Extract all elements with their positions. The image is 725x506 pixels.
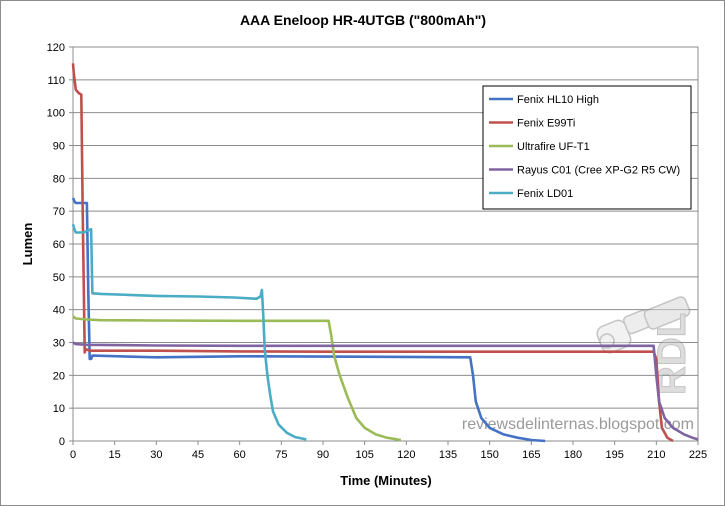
x-axis-title: Time (Minutes) bbox=[340, 473, 432, 488]
x-tick-label: 135 bbox=[439, 449, 457, 461]
y-tick-label: 80 bbox=[53, 173, 65, 185]
series-line-1 bbox=[71, 197, 546, 443]
legend-label: Fenix LD01 bbox=[517, 188, 573, 200]
legend-box bbox=[482, 85, 692, 210]
x-tick-label: 180 bbox=[564, 449, 582, 461]
x-tick-label: 210 bbox=[647, 449, 665, 461]
x-tick-label: 45 bbox=[192, 449, 204, 461]
legend-label: Fenix E99Ti bbox=[517, 118, 575, 130]
y-tick-label: 70 bbox=[53, 206, 65, 218]
y-tick-label: 20 bbox=[53, 370, 65, 382]
x-tick-label: 195 bbox=[605, 449, 623, 461]
x-tick-label: 225 bbox=[689, 449, 707, 461]
legend: Fenix HL10 High Fenix E99Ti Ultrafire UF-T… bbox=[482, 85, 692, 210]
y-axis-title: Lumen bbox=[20, 223, 35, 266]
series-line-3 bbox=[72, 315, 402, 442]
legend-label: Ultrafire UF-T1 bbox=[517, 141, 590, 153]
y-tick-label: 40 bbox=[53, 305, 65, 317]
x-tick-label: 75 bbox=[275, 449, 287, 461]
y-tick-label: 120 bbox=[47, 42, 65, 54]
y-tick-label: 90 bbox=[53, 141, 65, 153]
y-tick-label: 60 bbox=[53, 239, 65, 251]
legend-items: Fenix HL10 High Fenix E99Ti Ultrafire UF-T… bbox=[489, 94, 680, 200]
y-tick-label: 10 bbox=[53, 403, 65, 415]
x-tick-label: 150 bbox=[480, 449, 498, 461]
x-tick-label: 90 bbox=[317, 449, 329, 461]
y-tick-label: 0 bbox=[59, 436, 65, 448]
x-axis: 0 15 30 45 60 75 90 105 120 135 150 165 180 195 210 225 bbox=[70, 441, 707, 461]
x-tick-label: 165 bbox=[522, 449, 540, 461]
y-tick-label: 30 bbox=[53, 338, 65, 350]
y-tick-label: 110 bbox=[47, 75, 65, 87]
chart-title: AAA Eneloop HR-4UTGB ("800mAh") bbox=[240, 12, 486, 28]
x-tick-label: 105 bbox=[355, 449, 373, 461]
legend-label: Rayus C01 (Cree XP-G2 R5 CW) bbox=[517, 165, 680, 177]
series-line-4 bbox=[72, 341, 699, 441]
y-tick-label: 50 bbox=[53, 272, 65, 284]
watermark-text: reviewsdelinternas.blogspot.com bbox=[462, 416, 694, 433]
x-tick-label: 0 bbox=[70, 449, 76, 461]
x-tick-label: 15 bbox=[109, 449, 121, 461]
x-tick-label: 30 bbox=[150, 449, 162, 461]
x-tick-label: 120 bbox=[397, 449, 415, 461]
series-layer bbox=[71, 63, 699, 443]
series-line-5 bbox=[71, 223, 307, 441]
y-axis: 0 10 20 30 40 50 60 70 80 90 100 110 120 bbox=[47, 42, 73, 448]
y-tick-label: 100 bbox=[47, 108, 65, 120]
x-tick-label: 60 bbox=[234, 449, 246, 461]
legend-label: Fenix HL10 High bbox=[517, 94, 599, 106]
